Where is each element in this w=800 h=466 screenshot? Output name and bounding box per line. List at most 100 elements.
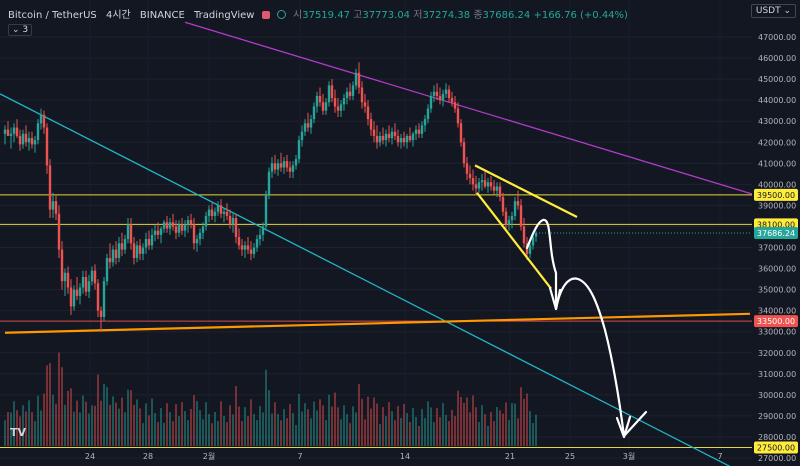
- trendline-resistance[interactable]: [184, 21, 756, 196]
- candle-body: [108, 258, 112, 263]
- flag-icon[interactable]: [261, 11, 270, 19]
- candle: [312, 102, 316, 124]
- wedge-pattern[interactable]: [474, 164, 578, 290]
- candle: [156, 222, 160, 240]
- volume-bar: [217, 421, 219, 446]
- volume-bar: [436, 408, 438, 446]
- candle-body: [186, 220, 190, 225]
- candle-body: [237, 236, 241, 246]
- currency-selector[interactable]: USDT ⌄: [750, 4, 796, 18]
- candle: [90, 266, 94, 286]
- candle: [117, 236, 121, 263]
- volume-bar: [94, 405, 96, 446]
- candle: [345, 87, 349, 105]
- volume-bar: [490, 412, 492, 446]
- price-tick-label: 43000.00: [758, 117, 796, 126]
- candle: [87, 274, 91, 299]
- horizontal-levels[interactable]: [0, 194, 752, 448]
- trendlines[interactable]: [0, 21, 756, 466]
- volume-bar: [163, 422, 165, 446]
- time-axis[interactable]: 24 28 2월 7 14 21 25 3월 7: [85, 451, 723, 461]
- candle-body: [231, 218, 235, 225]
- candle-body: [24, 133, 28, 143]
- candle: [354, 68, 358, 90]
- price-tick-label: 39000.00: [758, 201, 796, 210]
- price-label-bg: [754, 441, 798, 454]
- forecast-arrow-path[interactable]: [525, 218, 648, 438]
- candle-body: [381, 135, 385, 141]
- candle: [459, 119, 463, 147]
- symbol-pair[interactable]: Bitcoin / TetherUS: [8, 10, 97, 21]
- price-tick-label: 37000.00: [758, 244, 796, 253]
- candle-body: [483, 180, 487, 187]
- wedge-lower-line[interactable]: [476, 192, 552, 290]
- candle: [9, 127, 13, 149]
- candle: [516, 190, 520, 210]
- volume-bar: [19, 416, 21, 446]
- candle-body: [276, 163, 280, 170]
- candle: [477, 178, 481, 193]
- volume-bar: [394, 420, 396, 446]
- trendline-channel[interactable]: [0, 93, 731, 466]
- volume-bar: [433, 422, 435, 446]
- candle: [495, 182, 499, 197]
- price-label-bg: [754, 188, 798, 201]
- candle-body: [297, 140, 301, 160]
- candle: [441, 89, 445, 107]
- candle: [375, 125, 379, 149]
- price-axis[interactable]: 47000.00 46000.00 45000.00 44000.00 43000.00…: [758, 33, 796, 463]
- candle-body: [84, 276, 88, 292]
- candle-body: [123, 239, 127, 250]
- candle-body: [72, 289, 76, 307]
- candle: [57, 205, 61, 259]
- wedge-upper-line[interactable]: [474, 164, 578, 218]
- candle-body: [207, 209, 211, 216]
- candle: [66, 266, 70, 294]
- candle-body: [57, 213, 61, 250]
- volume-bar: [412, 408, 414, 446]
- forecast-arrow[interactable]: [525, 218, 648, 439]
- candle-body: [345, 91, 349, 99]
- candle: [132, 236, 136, 265]
- candle-body: [528, 245, 532, 254]
- symbol-interval[interactable]: 4시간: [105, 10, 131, 21]
- price-tick-label: 46000.00: [758, 54, 796, 63]
- indicators-toggle[interactable]: ⌄ 3: [8, 24, 33, 36]
- volume-bar: [208, 414, 210, 446]
- volume-bar: [73, 411, 75, 446]
- symbol-header[interactable]: Bitcoin / TetherUS 4시간 BINANCE TradingVi…: [8, 6, 628, 21]
- candle-body: [414, 129, 418, 134]
- candle: [504, 207, 508, 229]
- candle: [78, 283, 82, 305]
- candle-body: [117, 243, 121, 259]
- volume-bar: [370, 408, 372, 446]
- volume-bar: [316, 410, 318, 446]
- volume-bar: [511, 403, 513, 446]
- candle: [282, 156, 286, 174]
- candle-body: [66, 272, 70, 288]
- volume-bar: [319, 399, 321, 446]
- candle: [468, 165, 472, 185]
- candle: [135, 241, 139, 263]
- candle: [159, 226, 163, 244]
- candle-body: [408, 135, 412, 141]
- candle: [507, 215, 511, 231]
- candle: [129, 218, 133, 250]
- candle: [6, 121, 10, 136]
- candle: [111, 245, 115, 267]
- candle: [96, 279, 100, 317]
- time-tick-label: 2월: [203, 451, 215, 461]
- price-tick-label: 33000.00: [758, 328, 796, 337]
- candle-body: [399, 138, 403, 143]
- volume-bar: [202, 419, 204, 446]
- candle: [396, 129, 400, 147]
- trendline-support[interactable]: [4, 312, 751, 334]
- candle: [363, 93, 367, 113]
- volume-bar: [13, 401, 15, 446]
- candle: [408, 127, 412, 143]
- candle: [480, 173, 484, 191]
- candle-body: [438, 95, 442, 101]
- price-tick-label: 27000.00: [758, 454, 796, 463]
- candle-body: [138, 245, 142, 254]
